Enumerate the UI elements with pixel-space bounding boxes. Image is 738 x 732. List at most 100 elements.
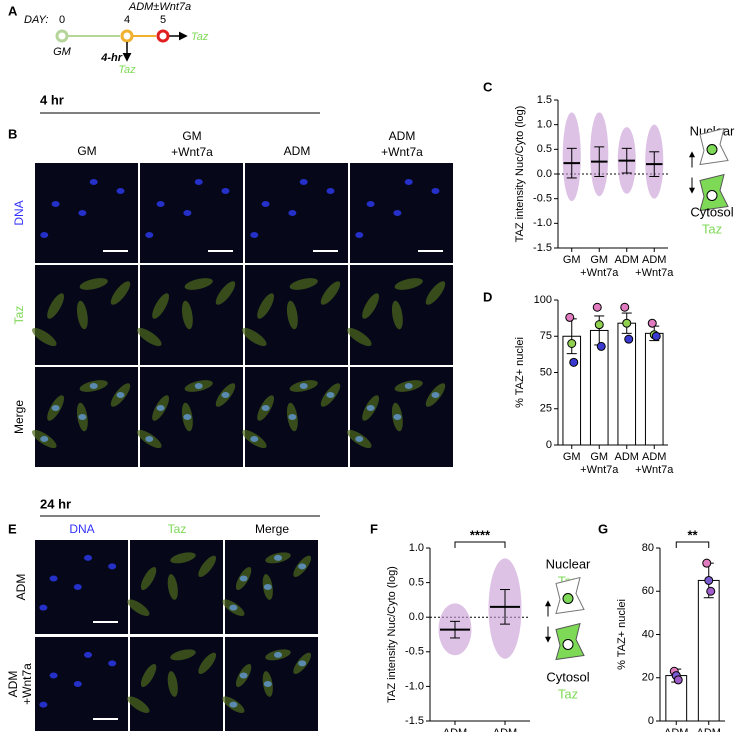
legend-text: Nuclear xyxy=(546,556,591,571)
nucleus xyxy=(326,188,335,194)
timepoint xyxy=(55,29,69,43)
nucleus xyxy=(229,701,238,708)
nucleus xyxy=(145,232,154,238)
day-label: DAY: xyxy=(24,14,48,26)
panel-label: D xyxy=(483,289,492,304)
micrograph xyxy=(140,163,243,263)
nucleus xyxy=(49,672,58,679)
x-tick-label: GM xyxy=(563,451,581,463)
cell xyxy=(76,300,88,330)
y-axis-label: % TAZ+ nuclei xyxy=(514,337,526,408)
nucleus xyxy=(89,179,98,185)
replicate-dot xyxy=(596,341,606,351)
panel-label: G xyxy=(598,521,608,536)
nucleus xyxy=(78,414,87,420)
significance-bracket xyxy=(675,541,710,548)
nucleus xyxy=(108,660,117,667)
nucleus xyxy=(73,584,82,590)
y-tick-label: -0.5 xyxy=(405,646,424,658)
cell xyxy=(184,278,213,290)
x-tick-label: +Wnt7a xyxy=(635,464,674,476)
nucleus xyxy=(366,405,375,411)
row-label: Taz xyxy=(12,306,26,325)
bar xyxy=(697,579,720,722)
column-label: DNA xyxy=(69,522,94,536)
nucleus xyxy=(194,383,203,389)
x-tick-label: GM xyxy=(563,254,581,266)
nucleus-icon xyxy=(562,639,574,650)
nucleus xyxy=(355,232,364,238)
bar xyxy=(644,332,664,446)
replicate-dot xyxy=(567,339,577,348)
nucleus xyxy=(263,584,272,590)
nucleus xyxy=(355,436,364,442)
row-label: Merge xyxy=(12,400,26,434)
nucleus-icon xyxy=(706,190,718,201)
column-label: ADM xyxy=(284,144,311,158)
timepoint xyxy=(156,29,170,43)
nucleus xyxy=(84,651,93,658)
nucleus xyxy=(116,188,125,194)
cell xyxy=(140,664,157,688)
micrograph xyxy=(350,163,453,263)
medium: GM xyxy=(53,46,72,58)
nucleus-icon xyxy=(562,593,574,604)
y-tick-label: 20 xyxy=(642,672,654,684)
nucleus xyxy=(73,681,82,687)
y-tick-label: 75 xyxy=(540,330,552,342)
nucleus xyxy=(51,201,60,207)
replicate-dot xyxy=(647,318,657,328)
cell xyxy=(320,281,341,305)
column-label: +Wnt7a xyxy=(171,145,213,159)
nucleus xyxy=(156,201,165,207)
nucleus xyxy=(239,672,248,679)
replicate-dot xyxy=(620,302,630,312)
column-label: Taz xyxy=(168,522,187,536)
replicate-dot xyxy=(624,334,634,344)
y-tick-label: -0.5 xyxy=(533,193,552,205)
panel-label: B xyxy=(8,126,17,141)
nucleus xyxy=(274,651,283,658)
y-tick-label: 0.0 xyxy=(537,168,552,180)
replicate-dot xyxy=(594,320,604,330)
nucleus xyxy=(288,210,297,216)
cell xyxy=(394,278,423,290)
significance: **** xyxy=(470,527,491,542)
cell xyxy=(110,281,131,305)
x-tick-label: ADM xyxy=(615,254,639,266)
x-tick-label: ADM xyxy=(697,727,721,732)
significance-bracket xyxy=(454,541,506,548)
nucleus xyxy=(288,414,297,420)
nucleus xyxy=(431,392,440,398)
x-tick-label: +Wnt7a xyxy=(635,267,674,279)
cell xyxy=(362,293,380,319)
x-tick-label: ADM xyxy=(493,727,517,732)
timepoint xyxy=(120,29,134,43)
nucleus xyxy=(261,405,270,411)
nucleus xyxy=(89,383,98,389)
nucleus xyxy=(39,604,48,611)
significance: ** xyxy=(687,527,698,542)
cell xyxy=(198,555,217,577)
micrograph xyxy=(35,163,138,263)
nucleus xyxy=(194,179,203,185)
y-axis-label: TAZ intensity Nuc/Cyto (log) xyxy=(514,106,526,243)
legend-text: Cytosol xyxy=(546,669,589,684)
cell xyxy=(215,281,236,305)
column-label: GM xyxy=(77,144,96,158)
nucleus xyxy=(299,179,308,185)
nucleus xyxy=(183,210,192,216)
nucleus xyxy=(221,392,230,398)
nucleus xyxy=(274,554,283,561)
cell xyxy=(47,293,65,319)
column-label: GM xyxy=(182,129,201,143)
nucleus xyxy=(298,660,307,667)
replicate-dot xyxy=(622,318,632,328)
readout: Taz xyxy=(118,64,136,76)
treatment: ADM±Wnt7a xyxy=(128,1,191,13)
replicate-dot xyxy=(706,586,716,596)
x-tick-label: GM xyxy=(590,451,608,463)
y-tick-label: 50 xyxy=(540,366,552,378)
cell xyxy=(167,574,178,600)
